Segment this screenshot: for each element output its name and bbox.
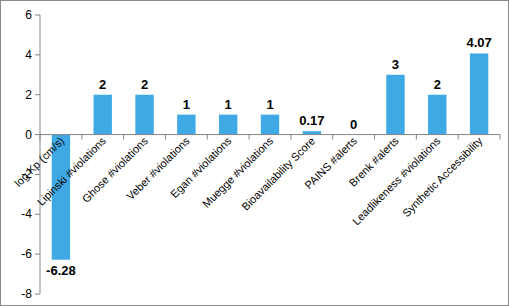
data-label: 1 bbox=[183, 97, 190, 112]
x-tick bbox=[40, 135, 41, 140]
data-label: 3 bbox=[392, 57, 399, 72]
data-label: -6.28 bbox=[46, 263, 76, 278]
bar bbox=[261, 115, 279, 135]
x-tick bbox=[458, 135, 459, 140]
data-label: 1 bbox=[266, 97, 273, 112]
x-tick bbox=[290, 135, 291, 140]
data-label: 0.17 bbox=[299, 113, 324, 128]
category-label: Lipinski #violations bbox=[35, 134, 109, 208]
y-tick-label: 4 bbox=[25, 48, 32, 62]
y-tick-label: -6 bbox=[21, 247, 32, 261]
y-tick bbox=[35, 174, 40, 175]
x-tick bbox=[500, 135, 501, 140]
y-tick-label: -4 bbox=[21, 207, 32, 221]
x-axis-line bbox=[40, 134, 500, 135]
y-tick bbox=[35, 214, 40, 215]
x-tick bbox=[207, 135, 208, 140]
bar bbox=[177, 115, 195, 135]
bar bbox=[386, 75, 404, 135]
data-label: 4.07 bbox=[466, 35, 491, 50]
y-tick bbox=[35, 254, 40, 255]
bar bbox=[303, 131, 321, 134]
chart-border bbox=[1, 1, 509, 306]
bars bbox=[52, 53, 489, 259]
category-label: Bioavailability Score bbox=[239, 135, 317, 213]
y-tick bbox=[35, 294, 40, 295]
y-tick-label: -8 bbox=[21, 287, 32, 301]
bar bbox=[94, 95, 112, 135]
x-tick bbox=[81, 135, 82, 140]
x-tick bbox=[123, 135, 124, 140]
chart-container: -8-6-4-20246-6.28221110.170324.07log Kp … bbox=[0, 0, 509, 306]
data-label: 0 bbox=[350, 117, 357, 132]
y-tick bbox=[35, 54, 40, 55]
data-label: 2 bbox=[99, 77, 106, 92]
x-tick bbox=[249, 135, 250, 140]
data-label: 2 bbox=[141, 77, 148, 92]
y-tick bbox=[35, 134, 40, 135]
data-label: 2 bbox=[434, 77, 441, 92]
y-tick bbox=[35, 94, 40, 95]
bar bbox=[470, 53, 488, 134]
chart-svg: -8-6-4-20246-6.28221110.170324.07log Kp … bbox=[0, 0, 509, 306]
category-label: Muegge #violations bbox=[200, 134, 276, 210]
y-tick-label: 2 bbox=[25, 88, 32, 102]
bar bbox=[428, 95, 446, 135]
x-tick bbox=[416, 135, 417, 140]
bar bbox=[219, 115, 237, 135]
y-tick-label: 6 bbox=[25, 8, 32, 22]
x-tick bbox=[165, 135, 166, 140]
bar bbox=[135, 95, 153, 135]
y-tick bbox=[35, 15, 40, 16]
data-label: 1 bbox=[225, 97, 232, 112]
y-tick-label: 0 bbox=[25, 128, 32, 142]
x-tick bbox=[374, 135, 375, 140]
x-tick bbox=[332, 135, 333, 140]
category-label: Synthetic Accessibility bbox=[400, 134, 485, 219]
